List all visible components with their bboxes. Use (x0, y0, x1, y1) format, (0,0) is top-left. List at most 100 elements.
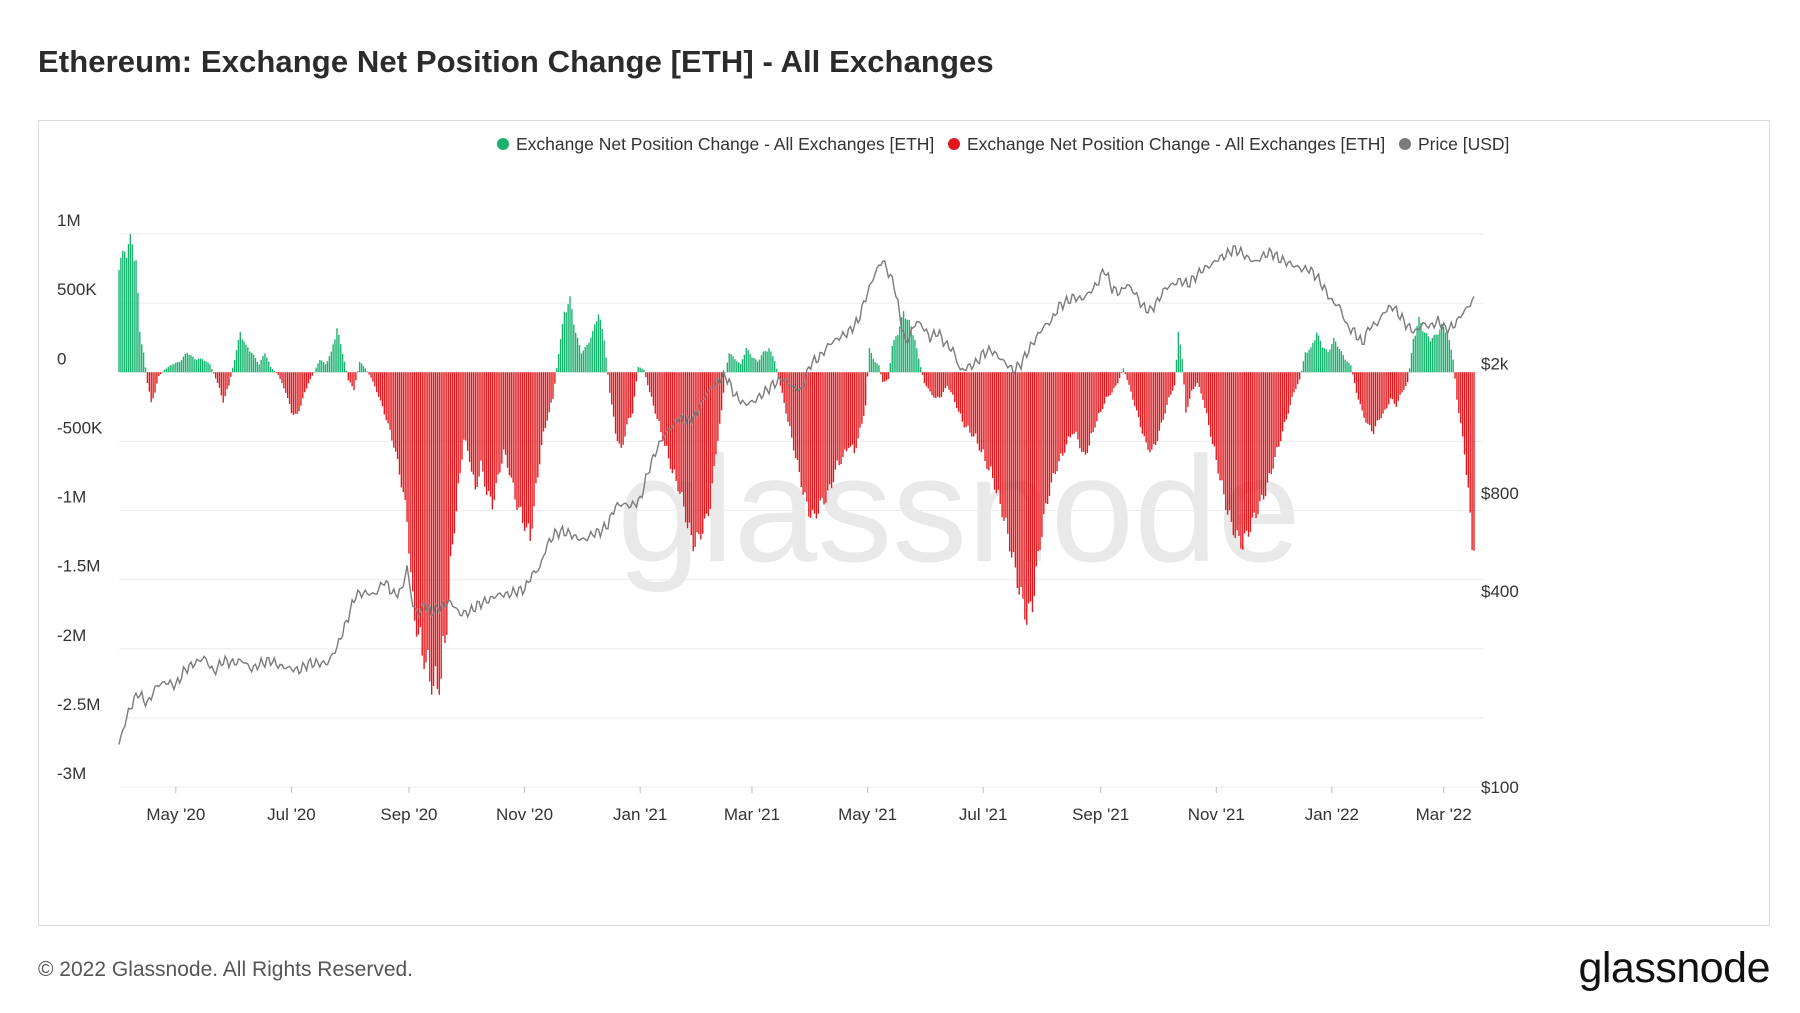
bar-negative (957, 372, 960, 412)
bar-negative (974, 372, 977, 434)
bar-negative (1365, 372, 1367, 423)
legend-marker[interactable] (497, 138, 509, 150)
bar-negative (1109, 372, 1111, 396)
bar-negative (652, 372, 655, 406)
bar-positive (192, 356, 194, 373)
bar-negative (669, 372, 672, 469)
bar-positive (359, 361, 361, 373)
bar-positive (576, 337, 579, 373)
bar-negative (1297, 372, 1299, 385)
bar-positive (774, 361, 776, 373)
bar-negative (396, 372, 399, 460)
legend-label[interactable]: Price [USD] (1418, 134, 1509, 154)
bar-positive (561, 323, 564, 373)
bar-negative (216, 372, 219, 383)
bar-negative (1298, 372, 1301, 380)
bar-negative (451, 372, 454, 545)
copyright-text: © 2022 Glassnode. All Rights Reserved. (38, 958, 414, 981)
bar-positive (271, 369, 274, 373)
bar-negative (453, 372, 456, 534)
bar-negative (495, 372, 497, 484)
bar-negative (806, 372, 808, 502)
bar-negative (213, 372, 215, 374)
bar-negative (823, 372, 825, 505)
bar-negative (1268, 372, 1271, 473)
bar-negative (1162, 372, 1164, 420)
bar-positive (315, 367, 317, 373)
bar-negative (1135, 372, 1138, 411)
bar-negative (1471, 372, 1473, 550)
bar-positive (203, 361, 205, 373)
bar-negative (827, 372, 829, 491)
bar-negative (1361, 372, 1363, 411)
bar-positive (334, 339, 336, 373)
bar-positive (739, 363, 742, 373)
bar-positive (324, 364, 327, 373)
bar-negative (1156, 372, 1159, 442)
bar-negative (1259, 372, 1261, 502)
bar-positive (1420, 323, 1422, 373)
bar-negative (550, 372, 552, 403)
bar-positive (178, 361, 181, 373)
bar-positive (1350, 365, 1352, 373)
bar-negative (1183, 372, 1185, 385)
bar-positive (266, 357, 268, 373)
bar-negative (279, 372, 281, 379)
bar-negative (1054, 372, 1056, 475)
bar-negative (1223, 372, 1225, 495)
bar-negative (1107, 372, 1109, 397)
bar-negative (546, 372, 548, 421)
bar-positive (556, 367, 558, 373)
bar-negative (811, 372, 814, 511)
bar-positive (772, 356, 774, 373)
price-series (118, 244, 1475, 745)
bar-negative (1115, 372, 1117, 386)
bar-negative (925, 372, 927, 387)
bar-positive (161, 371, 164, 373)
bar-positive (124, 251, 126, 373)
bar-negative (449, 372, 452, 557)
bar-positive (139, 331, 141, 373)
bar-negative (859, 372, 861, 428)
bar-negative (503, 372, 505, 450)
bar-negative (152, 372, 154, 399)
bar-positive (906, 319, 909, 373)
bar-negative (1251, 372, 1253, 518)
bar-negative (1172, 372, 1174, 391)
bar-negative (1154, 372, 1157, 445)
bar-negative (1020, 372, 1022, 588)
bar-negative (472, 372, 475, 475)
bar-negative (353, 372, 355, 391)
bar-negative (391, 372, 393, 441)
bar-negative (160, 372, 162, 375)
bar-negative (804, 372, 806, 493)
x-tick-label: Sep '21 (1072, 805, 1129, 824)
bar-negative (230, 372, 232, 377)
bar-negative (969, 372, 971, 433)
bar-positive (902, 311, 905, 373)
bar-negative (406, 372, 408, 522)
legend-marker[interactable] (1399, 138, 1411, 150)
bar-negative (1079, 372, 1081, 449)
legend-label[interactable]: Exchange Net Position Change - All Excha… (516, 134, 934, 154)
bar-negative (620, 372, 622, 448)
bar-negative (417, 372, 420, 635)
bar-negative (1134, 372, 1136, 407)
bar-negative (1005, 372, 1007, 518)
bar-negative (1281, 372, 1284, 432)
legend-label[interactable]: Exchange Net Position Change - All Excha… (967, 134, 1385, 154)
bar-negative (527, 372, 530, 524)
bar-negative (855, 372, 857, 449)
bar-positive (1314, 340, 1316, 373)
bar-positive (605, 357, 607, 373)
bar-negative (300, 372, 302, 406)
bar-negative (963, 372, 965, 428)
bar-positive (603, 340, 605, 373)
legend-marker[interactable] (948, 138, 960, 150)
bar-negative (650, 372, 653, 397)
bar-negative (988, 372, 990, 471)
bar-negative (973, 372, 975, 437)
bar-negative (1249, 372, 1252, 533)
bar-positive (758, 359, 761, 373)
bar-negative (533, 372, 535, 507)
